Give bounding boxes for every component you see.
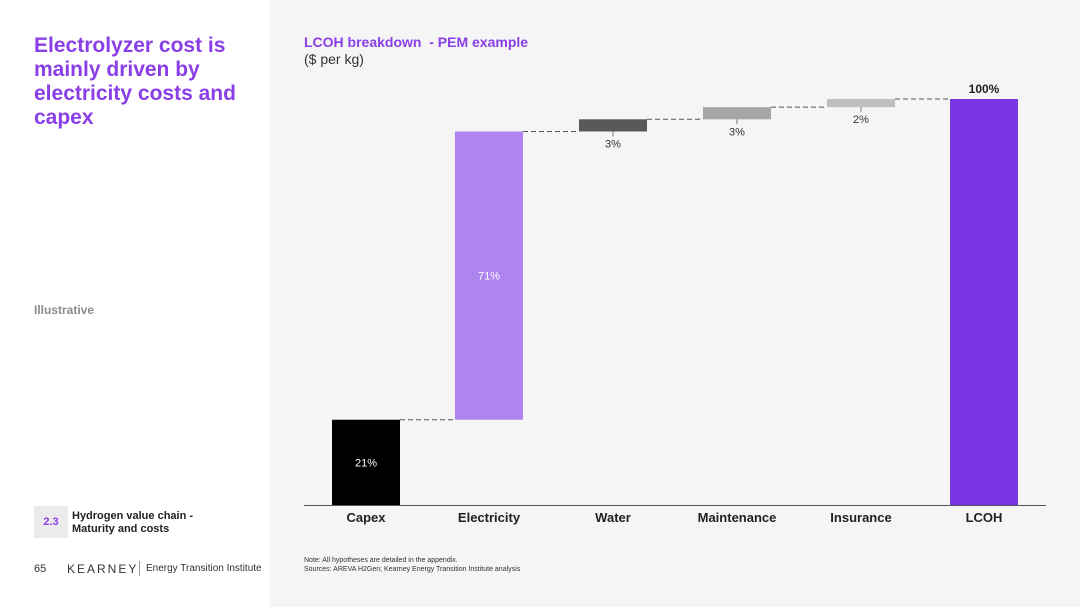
category-label: Capex	[346, 510, 386, 525]
left-panel: Electrolyzer cost is mainly driven by el…	[0, 0, 270, 607]
data-label: 21%	[355, 457, 377, 469]
bar-water	[579, 119, 647, 132]
bar-insurance	[827, 99, 895, 108]
section-title: Hydrogen value chain - Maturity and cost…	[72, 510, 194, 535]
page-title: Electrolyzer cost is mainly driven by el…	[34, 34, 236, 129]
category-label: Maintenance	[698, 510, 777, 525]
category-label: LCOH	[966, 510, 1003, 525]
chart-unit: ($ per kg)	[304, 51, 364, 67]
category-label: Water	[595, 510, 631, 525]
kearney-logo: KEARNEY	[67, 562, 139, 576]
data-label: 3%	[605, 138, 621, 150]
bar-electricity	[455, 131, 523, 420]
bar-maintenance	[703, 107, 771, 120]
logo-subtitle: Energy Transition Institute	[146, 563, 262, 574]
note-line: Note: All hypotheses are detailed in the…	[304, 557, 458, 564]
bar-capex	[332, 419, 400, 505]
page-number: 65	[34, 563, 47, 575]
data-label: 71%	[478, 270, 500, 282]
data-label: 2%	[853, 114, 869, 126]
category-label: Electricity	[458, 510, 521, 525]
category-label: Insurance	[830, 510, 891, 525]
logo-divider	[139, 561, 140, 576]
data-label: 100%	[969, 82, 1000, 96]
bar-lcoh	[950, 99, 1018, 505]
chart-title: LCOH breakdown - PEM example	[304, 34, 529, 50]
section-number: 2.3	[34, 506, 68, 538]
illustrative-label: Illustrative	[34, 303, 95, 317]
footnote: Note: All hypotheses are detailed in the…	[304, 557, 520, 574]
data-label: 3%	[729, 126, 745, 138]
sources-line: Sources: AREVA H2Gen; Kearney Energy Tra…	[304, 565, 521, 573]
